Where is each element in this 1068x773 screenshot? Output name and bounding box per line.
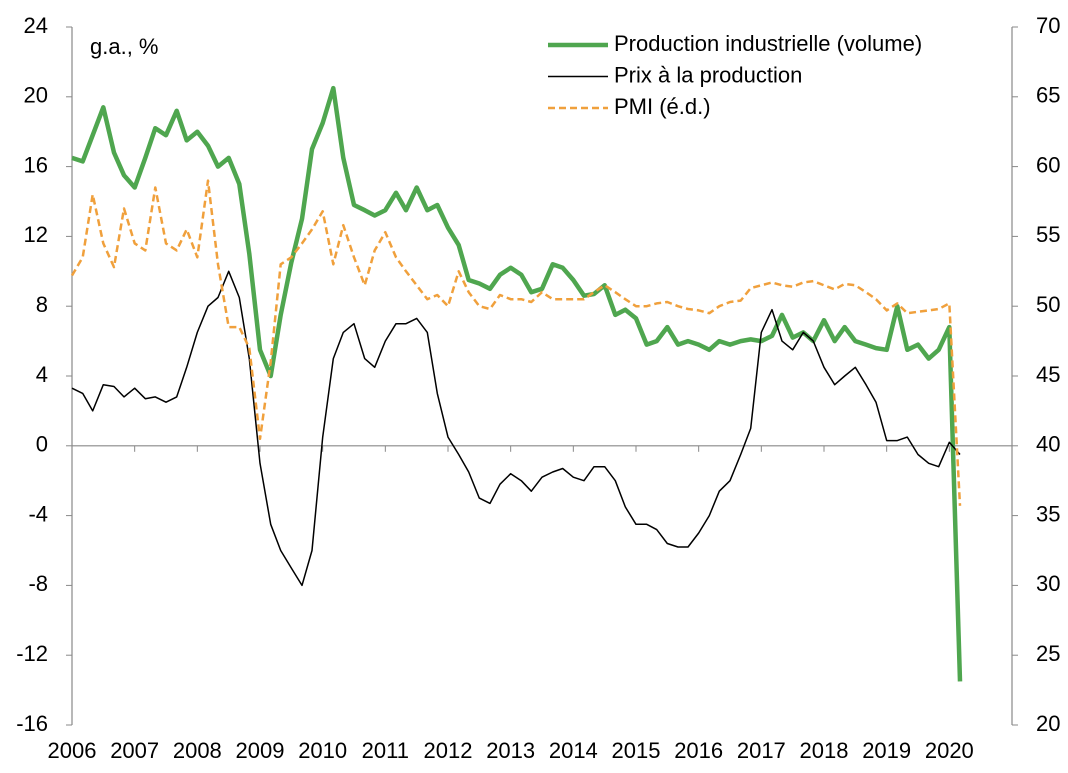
y-tick-label: 20 — [24, 83, 48, 108]
x-tick-label: 2011 — [362, 738, 409, 763]
legend-label: PMI (é.d.) — [614, 94, 711, 119]
y-tick-label: -8 — [28, 571, 48, 596]
x-tick-label: 2015 — [612, 738, 661, 763]
y2-tick-label: 35 — [1036, 501, 1060, 526]
y-tick-label: 8 — [36, 292, 48, 317]
y2-tick-label: 45 — [1036, 362, 1060, 387]
y-tick-label: -4 — [28, 501, 48, 526]
x-tick-label: 2013 — [486, 738, 535, 763]
y2-tick-label: 60 — [1036, 152, 1060, 177]
x-tick-label: 2018 — [800, 738, 849, 763]
x-tick-label: 2006 — [48, 738, 97, 763]
annotation: g.a., % — [90, 34, 158, 59]
y-tick-label: 12 — [24, 222, 48, 247]
y2-tick-label: 20 — [1036, 711, 1060, 736]
y2-tick-label: 55 — [1036, 222, 1060, 247]
y2-tick-label: 25 — [1036, 641, 1060, 666]
y-tick-label: 4 — [36, 362, 48, 387]
legend-label: Prix à la production — [614, 62, 802, 87]
x-tick-label: 2016 — [674, 738, 723, 763]
y-tick-label: 0 — [36, 432, 48, 457]
y-tick-label: 24 — [24, 13, 48, 38]
series-line — [71, 270, 961, 587]
x-tick-label: 2008 — [173, 738, 222, 763]
y2-tick-label: 30 — [1036, 571, 1060, 596]
legend-label: Production industrielle (volume) — [614, 31, 922, 56]
x-tick-label: 2020 — [925, 738, 974, 763]
series-line — [71, 85, 963, 682]
x-tick-label: 2019 — [862, 738, 911, 763]
x-tick-label: 2007 — [110, 738, 159, 763]
x-tick-label: 2010 — [298, 738, 347, 763]
y-tick-label: -12 — [16, 641, 48, 666]
series-line — [70, 179, 962, 506]
y2-tick-label: 65 — [1036, 83, 1060, 108]
y2-tick-label: 70 — [1036, 13, 1060, 38]
y2-tick-label: 50 — [1036, 292, 1060, 317]
x-tick-label: 2012 — [424, 738, 473, 763]
y-tick-label: 16 — [24, 152, 48, 177]
y2-tick-label: 40 — [1036, 432, 1060, 457]
x-tick-label: 2009 — [236, 738, 285, 763]
x-tick-label: 2014 — [549, 738, 598, 763]
y-tick-label: -16 — [16, 711, 48, 736]
x-tick-label: 2017 — [737, 738, 786, 763]
